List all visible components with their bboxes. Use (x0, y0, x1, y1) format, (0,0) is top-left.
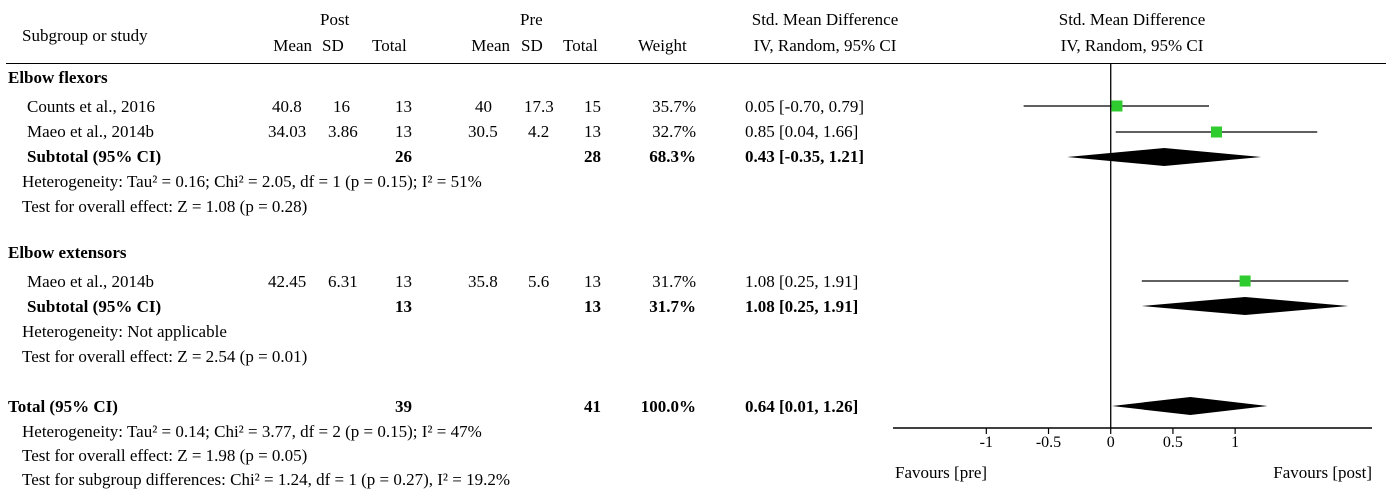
pre-total: 13 (584, 122, 601, 141)
study-marker (1111, 100, 1123, 112)
group-title-elbow-extensors: Elbow extensors (8, 243, 127, 262)
header-plot-method: IV, Random, 95% CI (1060, 36, 1204, 55)
post-mean: 40.8 (272, 97, 302, 116)
x-tick-label: 0 (1107, 434, 1115, 451)
weight: 32.7% (652, 122, 696, 141)
ci-text: 1.08 [0.25, 1.91] (745, 272, 859, 291)
post-sd: 3.86 (328, 122, 358, 141)
total-weight: 100.0% (640, 397, 696, 416)
total-label: Total (95% CI) (8, 397, 118, 416)
subtotal-weight: 68.3% (649, 147, 696, 166)
post-total: 13 (395, 272, 412, 291)
post-total: 13 (395, 97, 412, 116)
summary-diamond (1111, 397, 1268, 415)
x-tick-label: 0.5 (1163, 434, 1183, 451)
x-tick-label: 1 (1231, 434, 1239, 451)
pre-sd: 4.2 (528, 122, 550, 141)
weight: 35.7% (652, 97, 696, 116)
subtotal-post-total: 26 (395, 147, 412, 166)
header-weight: Weight (638, 36, 687, 55)
header-pre-total: Total (563, 36, 598, 55)
header-smd-title: Std. Mean Difference (751, 10, 899, 29)
pre-total: 13 (584, 272, 601, 291)
ci-text: 0.05 [-0.70, 0.79] (745, 97, 864, 116)
pre-mean: 40 (475, 97, 492, 116)
header-pre-group: Pre (520, 10, 543, 29)
subtotal-ci-text: 1.08 [0.25, 1.91] (745, 297, 859, 316)
subtotal-pre-total: 13 (584, 297, 601, 316)
header-pre-sd: SD (521, 36, 543, 55)
header-post-sd: SD (322, 36, 344, 55)
post-sd: 16 (333, 97, 350, 116)
study-marker (1210, 126, 1222, 138)
header-post-group: Post (320, 10, 350, 29)
pre-sd: 17.3 (524, 97, 554, 116)
header-rule (6, 63, 1386, 64)
ci-text: 0.85 [0.04, 1.66] (745, 122, 859, 141)
group-title-elbow-flexors: Elbow flexors (8, 68, 108, 87)
study-name: Maeo et al., 2014b (27, 272, 154, 291)
post-mean: 34.03 (268, 122, 307, 141)
summary-diamond (1067, 148, 1262, 166)
header-smd-method: IV, Random, 95% CI (753, 36, 897, 55)
overall-effect-text: Test for overall effect: Z = 2.54 (p = 0… (22, 347, 308, 366)
pre-total: 15 (584, 97, 601, 116)
subtotal-ci-text: 0.43 [-0.35, 1.21] (745, 147, 864, 166)
subtotal-label: Subtotal (95% CI) (27, 147, 162, 166)
post-total: 13 (395, 122, 412, 141)
header-study-col: Subgroup or study (22, 26, 148, 45)
total-heterogeneity-text: Heterogeneity: Tau² = 0.14; Chi² = 3.77,… (22, 422, 482, 441)
weight: 31.7% (652, 272, 696, 291)
header-plot-title: Std. Mean Difference (1058, 10, 1206, 29)
header-post-mean: Mean (273, 36, 312, 55)
total-post-total: 39 (395, 397, 412, 416)
summary-diamond (1141, 297, 1349, 315)
overall-effect-text: Test for overall effect: Z = 1.08 (p = 0… (22, 197, 308, 216)
x-tick-label: -0.5 (1036, 434, 1061, 451)
header-pre-mean: Mean (471, 36, 510, 55)
pre-mean: 30.5 (468, 122, 498, 141)
heterogeneity-text: Heterogeneity: Tau² = 0.16; Chi² = 2.05,… (22, 172, 482, 191)
post-mean: 42.45 (268, 272, 307, 291)
subtotal-pre-total: 28 (584, 147, 601, 166)
subtotal-post-total: 13 (395, 297, 412, 316)
header-post-total: Total (372, 36, 407, 55)
total-overall-effect-text: Test for overall effect: Z = 1.98 (p = 0… (22, 446, 308, 465)
subtotal-label: Subtotal (95% CI) (27, 297, 162, 316)
total-pre-total: 41 (584, 397, 601, 416)
study-name: Maeo et al., 2014b (27, 122, 154, 141)
study-name: Counts et al., 2016 (27, 97, 155, 116)
pre-mean: 35.8 (468, 272, 498, 291)
study-marker (1239, 275, 1251, 287)
heterogeneity-text: Heterogeneity: Not applicable (22, 322, 227, 341)
favours-pre-label: Favours [pre] (895, 463, 988, 482)
subgroup-differences-text: Test for subgroup differences: Chi² = 1.… (22, 470, 511, 489)
subtotal-weight: 31.7% (649, 297, 696, 316)
x-tick-label: -1 (980, 434, 993, 451)
total-ci-text: 0.64 [0.01, 1.26] (745, 397, 859, 416)
favours-post-label: Favours [post] (1273, 463, 1372, 482)
pre-sd: 5.6 (528, 272, 550, 291)
post-sd: 6.31 (328, 272, 358, 291)
